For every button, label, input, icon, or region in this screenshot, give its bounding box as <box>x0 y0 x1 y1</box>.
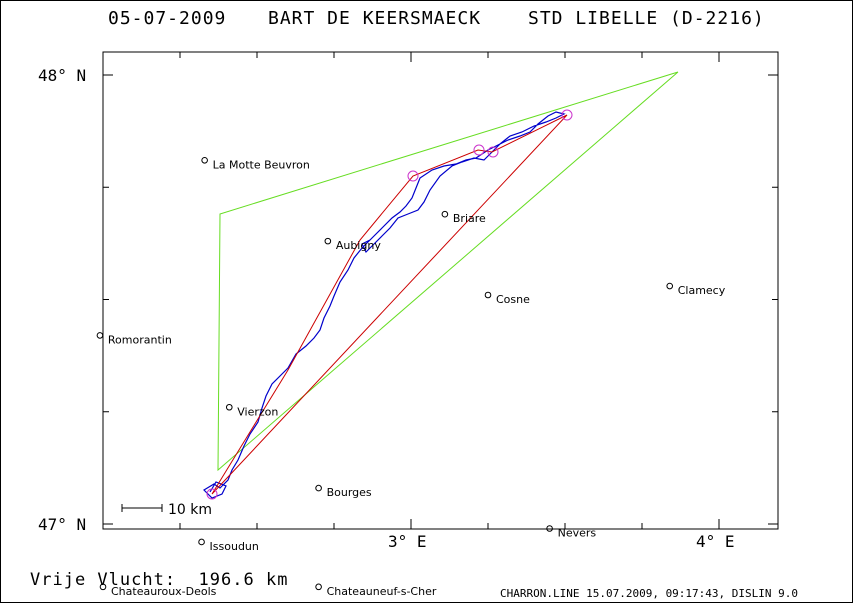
flight-date: 05-07-2009 <box>108 8 227 29</box>
town-label: Briare <box>453 212 486 225</box>
town-label: Issoudun <box>210 540 259 553</box>
turnpoint-3 <box>487 146 499 158</box>
turnpoint-start <box>206 488 218 500</box>
footer-info: CHARRON.LINE 15.07.2009, 09:17:43, DISLI… <box>500 587 799 600</box>
town-label: Chateauneuf-s-Cher <box>327 585 437 598</box>
town-marker <box>225 403 233 411</box>
lat-label-48: 48° N <box>38 66 86 85</box>
town-marker <box>201 157 208 164</box>
town-marker <box>198 538 205 546</box>
stats-label: Vrije Vlucht: <box>30 570 177 590</box>
glider-name: STD LIBELLE (D-2216) <box>528 8 765 29</box>
town-marker <box>315 583 322 591</box>
town-label: Nevers <box>558 526 597 539</box>
town-marker <box>96 332 104 339</box>
town-marker <box>324 237 332 245</box>
scale-bar-label: 10 km <box>168 502 212 518</box>
town-label: Vierzon <box>237 405 278 418</box>
turnpoint-2 <box>473 144 485 156</box>
axis-ticks <box>103 52 778 529</box>
plot-border <box>102 51 779 530</box>
town-label: Bourges <box>327 486 372 499</box>
town-label: Cosne <box>496 293 530 306</box>
pilot-name: BART DE KEERSMAECK <box>268 8 482 29</box>
town-marker <box>441 210 449 218</box>
town-marker <box>666 282 674 290</box>
town-marker <box>99 583 107 591</box>
town-marker <box>315 484 322 492</box>
town-label: La Motte Beuvron <box>213 158 310 171</box>
task-area <box>217 71 679 472</box>
town-label: Romorantin <box>108 333 172 346</box>
stats-value: 196.6 km <box>198 570 289 590</box>
town-label: Clamecy <box>678 284 726 297</box>
turnpoint-1 <box>407 170 419 182</box>
town-marker <box>546 525 553 532</box>
turnpoints <box>206 109 573 500</box>
turnpoint-4 <box>561 109 573 121</box>
town-marker <box>484 291 492 299</box>
towns: La Motte Beuvron Briare Aubigny Clamecy Cosn… <box>96 157 726 598</box>
town-label: Chateauroux-Deols <box>111 585 217 598</box>
town-label: Aubigny <box>336 239 381 252</box>
lon-label-4: 4° E <box>696 532 735 551</box>
optimized-route <box>211 114 568 495</box>
free-flight-distance: Vrije Vlucht: 196.6 km <box>30 570 288 590</box>
lat-label-47: 47° N <box>38 515 86 534</box>
gps-track <box>203 111 566 499</box>
lon-label-3: 3° E <box>388 532 427 551</box>
scale-bar <box>121 504 163 512</box>
